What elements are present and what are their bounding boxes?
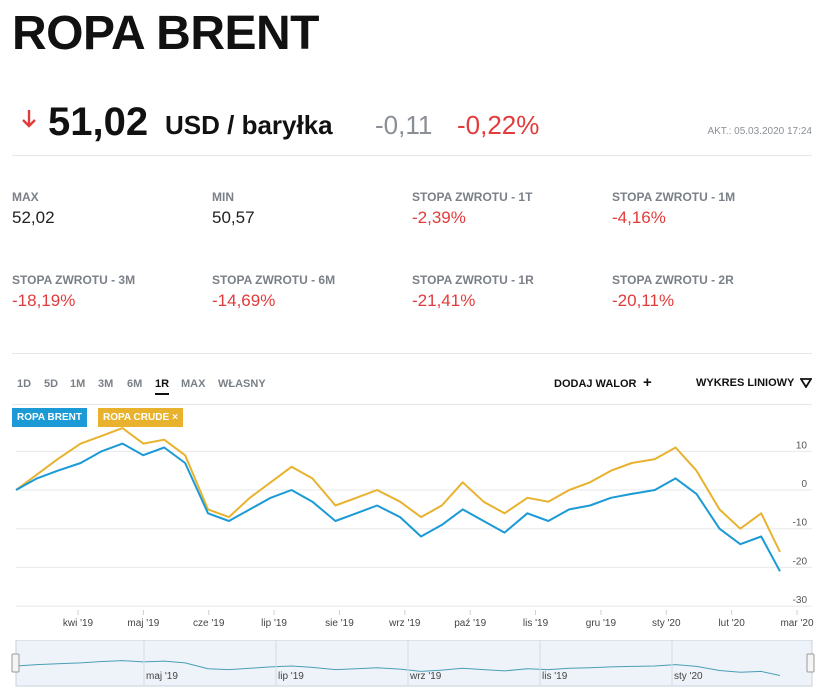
series-line bbox=[15, 442, 781, 572]
arrow-down-icon bbox=[22, 110, 36, 128]
range-1m[interactable]: 1M bbox=[70, 378, 86, 390]
triangle-down-icon[interactable] bbox=[800, 378, 812, 388]
y-tick-label: -10 bbox=[793, 518, 808, 529]
chart-type-dropdown[interactable]: WYKRES LINIOWY bbox=[696, 377, 795, 389]
divider bbox=[12, 353, 812, 354]
y-tick-label: -30 bbox=[793, 595, 808, 606]
x-tick-label: cze '19 bbox=[193, 618, 225, 629]
price-chart[interactable]: 10 0 -10 -20 -30 kwi '19 maj '19 cze '19 lip '1… bbox=[0, 400, 827, 640]
legend-brent-label: ROPA BRENT bbox=[17, 412, 82, 423]
stat-value: 50,57 bbox=[212, 208, 255, 227]
stat-label: STOPA ZWROTU - 1M bbox=[612, 190, 736, 204]
legend-crude[interactable]: ROPA CRUDE × bbox=[98, 408, 183, 427]
quote-row: 51,02 USD / baryłka -0,11 -0,22% AKT.: 0… bbox=[20, 100, 820, 148]
range-1r[interactable]: 1R bbox=[155, 378, 170, 395]
change-absolute: -0,11 bbox=[375, 110, 433, 140]
x-tick-label: mar '20 bbox=[780, 618, 813, 629]
stat-label: STOPA ZWROTU - 2R bbox=[612, 273, 734, 287]
y-tick-label: -20 bbox=[793, 556, 808, 567]
x-tick-label: gru '19 bbox=[586, 618, 617, 629]
x-tick-label: sie '19 bbox=[325, 618, 354, 629]
legend-brent[interactable]: ROPA BRENT bbox=[12, 408, 87, 427]
navigator-labels: maj '19 lip '19 wrz '19 lis '19 sty '20 bbox=[143, 640, 703, 686]
range-custom[interactable]: WŁASNY bbox=[218, 378, 266, 390]
x-tick-label: paź '19 bbox=[454, 618, 486, 629]
price-unit: USD / baryłka bbox=[165, 110, 333, 140]
series-lines bbox=[15, 427, 781, 572]
divider bbox=[12, 155, 812, 156]
stat-label: STOPA ZWROTU - 6M bbox=[212, 273, 336, 287]
stat-label: STOPA ZWROTU - 1R bbox=[412, 273, 534, 287]
x-tick-label: wrz '19 bbox=[388, 618, 421, 629]
navigator-label: maj '19 bbox=[146, 671, 178, 682]
stat-label: MAX bbox=[12, 190, 39, 204]
stat-return-2r: STOPA ZWROTU - 2R -20,11% bbox=[612, 273, 802, 311]
plus-icon[interactable]: + bbox=[643, 374, 652, 391]
navigator[interactable]: maj '19 lip '19 wrz '19 lis '19 sty '20 bbox=[0, 640, 827, 692]
x-tick-label: lut '20 bbox=[718, 618, 745, 629]
stat-label: STOPA ZWROTU - 1T bbox=[412, 190, 533, 204]
navigator-line bbox=[15, 660, 781, 676]
x-tick-label: lis '19 bbox=[523, 618, 549, 629]
stat-max: MAX 52,02 bbox=[12, 190, 202, 228]
legend-crude-label: ROPA CRUDE bbox=[103, 412, 170, 423]
x-tick-label: kwi '19 bbox=[63, 618, 94, 629]
range-6m[interactable]: 6M bbox=[127, 378, 143, 390]
x-axis: kwi '19 maj '19 cze '19 lip '19 sie '19 wrz '… bbox=[63, 610, 814, 629]
stat-value: -18,19% bbox=[12, 291, 76, 310]
page-title: ROPA BRENT bbox=[12, 7, 320, 60]
range-3m[interactable]: 3M bbox=[98, 378, 114, 390]
stat-value: -4,16% bbox=[612, 208, 666, 227]
navigator-label: lis '19 bbox=[542, 671, 568, 682]
stat-value: -21,41% bbox=[412, 291, 476, 310]
update-timestamp: AKT.: 05.03.2020 17:24 bbox=[707, 126, 812, 137]
stat-return-1t: STOPA ZWROTU - 1T -2,39% bbox=[412, 190, 602, 228]
navigator-label: sty '20 bbox=[674, 671, 703, 682]
range-1d[interactable]: 1D bbox=[17, 378, 32, 390]
stat-label: MIN bbox=[212, 190, 234, 204]
y-axis: 10 0 -10 -20 -30 bbox=[793, 440, 808, 606]
stat-return-1m: STOPA ZWROTU - 1M -4,16% bbox=[612, 190, 802, 228]
y-tick-label: 10 bbox=[796, 440, 808, 451]
x-tick-label: lip '19 bbox=[261, 618, 287, 629]
price-value: 51,02 bbox=[48, 100, 149, 144]
x-tick-label: maj '19 bbox=[127, 618, 159, 629]
divider bbox=[12, 404, 812, 405]
y-tick-label: 0 bbox=[801, 479, 807, 490]
stat-value: 52,02 bbox=[12, 208, 55, 227]
navigator-label: lip '19 bbox=[278, 671, 304, 682]
stat-return-3m: STOPA ZWROTU - 3M -18,19% bbox=[12, 273, 202, 311]
range-5d[interactable]: 5D bbox=[44, 378, 59, 390]
add-asset-button[interactable]: DODAJ WALOR bbox=[554, 378, 637, 390]
stat-value: -14,69% bbox=[212, 291, 276, 310]
navigator-handle-right[interactable] bbox=[806, 653, 815, 673]
navigator-series bbox=[15, 660, 781, 676]
series-line bbox=[15, 427, 781, 553]
range-max[interactable]: MAX bbox=[181, 378, 206, 390]
stat-value: -20,11% bbox=[612, 291, 675, 310]
stat-value: -2,39% bbox=[412, 208, 466, 227]
close-icon[interactable]: × bbox=[172, 412, 178, 423]
x-tick-label: sty '20 bbox=[652, 618, 681, 629]
navigator-handle-left[interactable] bbox=[11, 653, 20, 673]
stat-return-1r: STOPA ZWROTU - 1R -21,41% bbox=[412, 273, 602, 311]
stat-min: MIN 50,57 bbox=[212, 190, 402, 228]
navigator-label: wrz '19 bbox=[409, 671, 442, 682]
change-percent: -0,22% bbox=[457, 110, 540, 140]
stat-return-6m: STOPA ZWROTU - 6M -14,69% bbox=[212, 273, 402, 311]
stat-label: STOPA ZWROTU - 3M bbox=[12, 273, 136, 287]
